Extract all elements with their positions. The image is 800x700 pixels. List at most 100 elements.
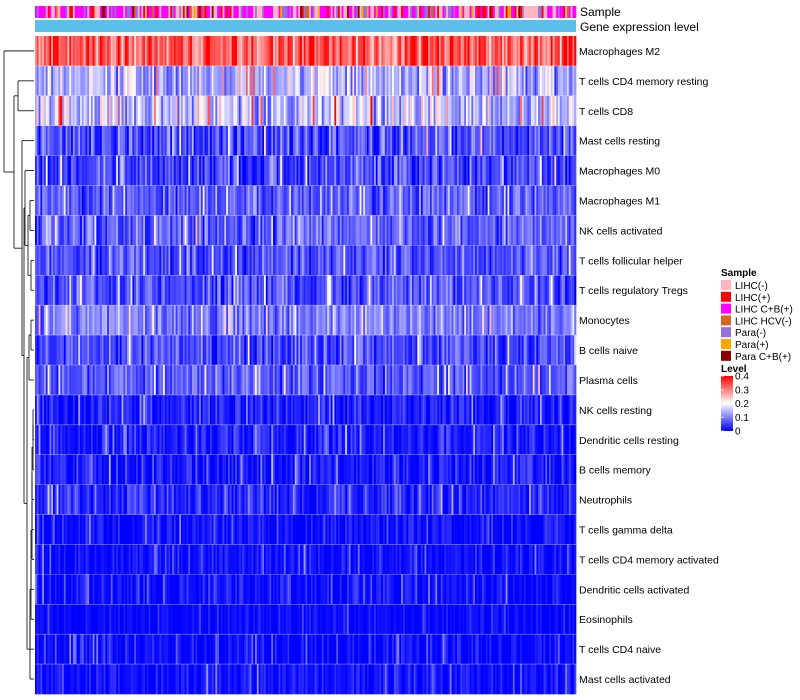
heatmap-cell xyxy=(484,335,487,366)
heatmap-cell xyxy=(265,215,268,246)
heatmap-cell xyxy=(429,185,433,216)
heatmap-cell xyxy=(125,365,128,396)
heatmap-cell xyxy=(262,155,265,186)
heatmap-cell xyxy=(314,424,317,456)
heatmap-cell xyxy=(487,185,490,216)
heatmap-cell xyxy=(98,155,101,186)
heatmap-cell xyxy=(536,95,539,127)
heatmap-cell xyxy=(283,305,287,336)
heatmap-cell xyxy=(262,484,265,515)
heatmap-cell xyxy=(274,335,277,366)
heatmap-cell xyxy=(368,394,371,426)
heatmap-cell xyxy=(164,484,167,515)
heatmap-cell xyxy=(514,394,517,426)
heatmap-cell xyxy=(460,365,463,396)
heatmap-cell xyxy=(466,95,469,127)
heatmap-cell xyxy=(309,365,312,396)
heatmap-cell xyxy=(485,155,488,186)
sample-annotation-cell xyxy=(227,6,231,18)
heatmap-cell xyxy=(145,275,148,306)
heatmap-cell xyxy=(81,36,85,67)
heatmap-cell xyxy=(520,275,523,306)
heatmap-cell xyxy=(383,305,386,336)
heatmap-cell xyxy=(355,245,359,276)
heatmap-cell xyxy=(397,185,400,216)
heatmap-cell xyxy=(354,185,357,216)
heatmap-cell xyxy=(85,305,88,336)
heatmap-cell xyxy=(350,95,353,127)
heatmap-cell xyxy=(466,125,469,156)
heatmap-cell xyxy=(345,185,348,216)
heatmap-cell xyxy=(54,185,57,216)
heatmap-cell xyxy=(420,305,424,336)
heatmap-cell xyxy=(38,365,41,396)
heatmap-cell xyxy=(395,65,398,97)
heatmap-cell xyxy=(386,245,389,276)
heatmap-cell xyxy=(265,95,268,127)
heatmap-cell xyxy=(291,454,294,485)
heatmap-cell xyxy=(370,305,373,336)
heatmap-cell xyxy=(186,36,189,67)
heatmap-cell xyxy=(451,335,454,366)
heatmap-cell xyxy=(87,245,90,276)
heatmap-cell xyxy=(181,36,184,67)
heatmap-cell xyxy=(117,215,121,246)
heatmap-cell xyxy=(236,245,240,276)
heatmap-cell xyxy=(456,335,460,366)
heatmap-cell xyxy=(476,305,479,336)
heatmap-cell xyxy=(267,125,270,156)
heatmap-cell xyxy=(173,155,177,186)
heatmap-cell xyxy=(401,245,404,276)
heatmap-cell xyxy=(507,454,510,485)
heatmap-cell xyxy=(103,394,106,426)
heatmap-cell xyxy=(530,305,534,336)
heatmap-cell xyxy=(200,65,204,97)
sample-annotation-cell xyxy=(186,6,189,18)
heatmap-cell xyxy=(141,275,144,306)
heatmap-cell xyxy=(296,155,299,186)
heatmap-cell xyxy=(431,335,434,366)
heatmap-cell xyxy=(45,484,48,515)
heatmap-cell xyxy=(202,305,205,336)
heatmap-cell xyxy=(476,335,479,366)
heatmap-cell xyxy=(240,245,243,276)
heatmap-cell xyxy=(242,365,245,396)
heatmap-cell xyxy=(42,95,45,127)
heatmap-cell xyxy=(148,125,151,156)
heatmap-cell xyxy=(390,275,393,306)
heatmap-cell xyxy=(76,245,79,276)
heatmap-cell xyxy=(265,155,268,186)
heatmap-cell xyxy=(200,454,204,485)
heatmap-cell xyxy=(294,185,297,216)
heatmap-cell xyxy=(316,275,319,306)
heatmap-cell xyxy=(348,65,351,97)
heatmap-cell xyxy=(514,36,517,67)
heatmap-cell xyxy=(51,65,54,97)
heatmap-cell xyxy=(166,484,169,515)
heatmap-cell xyxy=(47,424,50,456)
heatmap-cell xyxy=(172,335,175,366)
heatmap-cell xyxy=(429,454,433,485)
heatmap-cell xyxy=(525,245,528,276)
heatmap-cell xyxy=(355,215,359,246)
heatmap-cell xyxy=(60,125,63,156)
heatmap-cell xyxy=(446,454,449,485)
heatmap-cell xyxy=(538,155,541,186)
heatmap-cell xyxy=(406,245,409,276)
heatmap-cell xyxy=(464,305,467,336)
heatmap-cell xyxy=(419,125,422,156)
heatmap-cell xyxy=(296,185,299,216)
heatmap-cell xyxy=(47,185,50,216)
heatmap-cell xyxy=(199,245,202,276)
heatmap-cell xyxy=(247,335,250,366)
heatmap-cell xyxy=(520,424,523,456)
heatmap-cell xyxy=(213,275,216,306)
heatmap-cell xyxy=(143,36,146,67)
sample-annotation-cell xyxy=(58,6,61,18)
heatmap-cell xyxy=(175,394,178,426)
heatmap-cell xyxy=(332,305,335,336)
sample-annotation-cell xyxy=(94,6,97,18)
heatmap-cell xyxy=(141,95,144,127)
heatmap-cell xyxy=(132,305,135,336)
heatmap-cell xyxy=(417,275,420,306)
